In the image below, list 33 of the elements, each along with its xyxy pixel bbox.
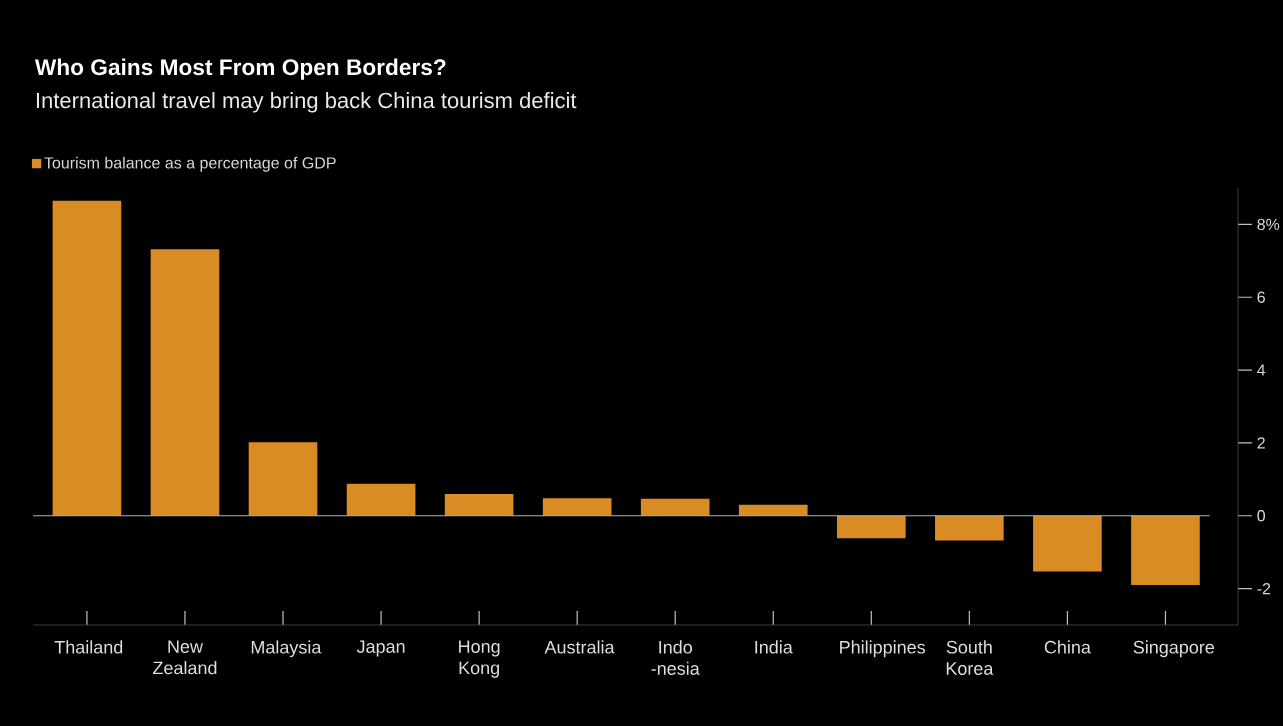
bar — [346, 483, 416, 516]
bar — [836, 515, 906, 539]
bar — [444, 493, 514, 516]
bar — [150, 249, 220, 516]
x-tick-label: China — [1044, 640, 1091, 654]
x-tick-label: Malaysia — [251, 640, 322, 658]
bar — [52, 200, 122, 516]
bar — [640, 498, 710, 516]
y-tick-label: 4 — [1257, 364, 1266, 376]
x-tick-label: Japan — [356, 640, 405, 657]
x-tick-label: Hong Kong — [459, 640, 500, 678]
bar — [738, 504, 808, 516]
bar — [935, 515, 1004, 541]
x-tick-label: Singapore — [1133, 640, 1215, 658]
y-tick-label: 2 — [1257, 437, 1265, 449]
bar — [1131, 515, 1200, 585]
x-tick-label: New Zealand — [153, 640, 217, 675]
x-tick-label: India — [755, 640, 793, 654]
bar — [1033, 515, 1102, 572]
x-tick-label: Philippines — [840, 640, 926, 658]
chart-subtitle: International travel may bring back China tourism deficit — [36, 92, 577, 113]
x-tick-label: Thailand — [54, 640, 123, 654]
x-tick-label: Australia — [544, 640, 615, 654]
legend-label: Tourism balance as a percentage of GDP — [44, 156, 336, 172]
y-tick-label: 0 — [1257, 510, 1265, 522]
bar — [542, 498, 612, 516]
x-tick-label: Indo -nesia — [651, 640, 700, 675]
chart-title: Who Gains Most From Open Borders? — [34, 58, 446, 80]
y-tick-label: 6 — [1257, 291, 1265, 303]
y-tick-label: -2 — [1257, 583, 1271, 595]
x-tick-label: South Korea — [946, 640, 994, 675]
bar — [248, 442, 318, 516]
y-tick-label: 8% — [1257, 218, 1280, 231]
